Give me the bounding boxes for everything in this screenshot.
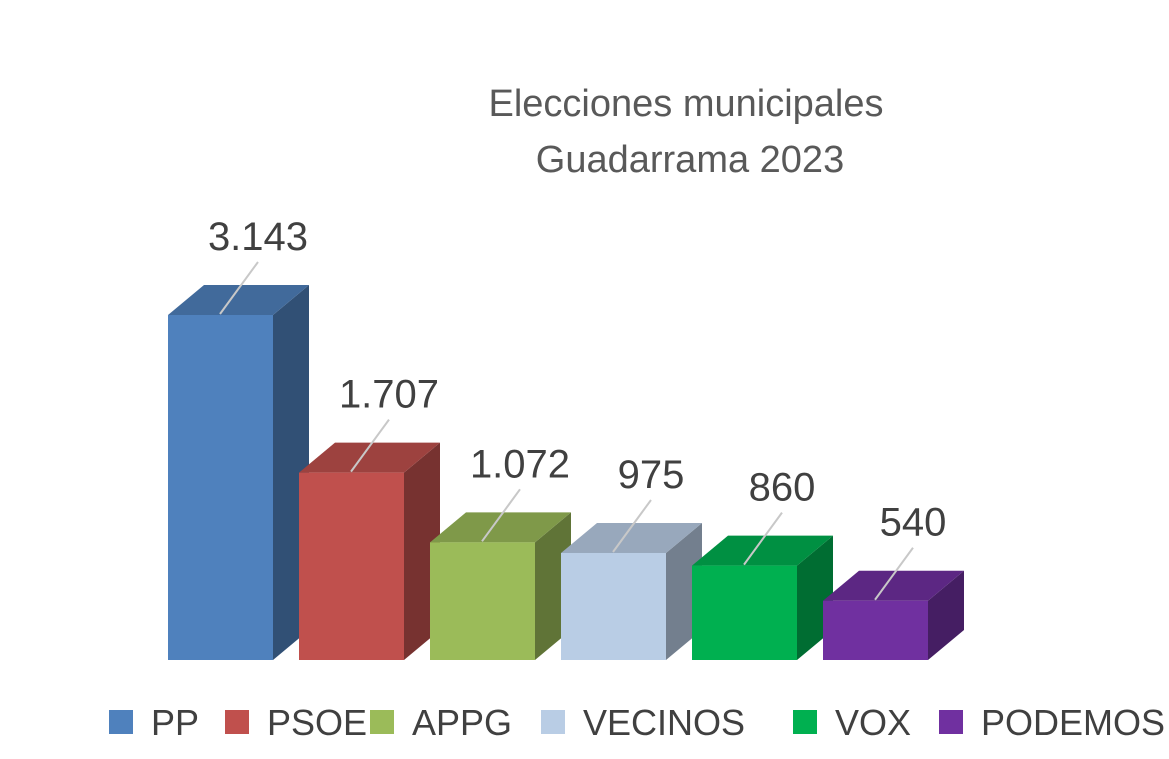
legend-item-podemos: PODEMOS	[939, 702, 1165, 743]
bar-top-psoe	[299, 442, 440, 473]
legend-swatch-vox	[793, 710, 817, 734]
legend-swatch-pp	[109, 710, 133, 734]
legend-label-appg: APPG	[412, 702, 512, 743]
bar-top-appg	[430, 512, 571, 543]
legend-item-vox: VOX	[793, 702, 911, 743]
legend-swatch-psoe	[225, 710, 249, 734]
legend-swatch-appg	[370, 710, 394, 734]
bar-front-vox	[692, 565, 797, 660]
legend-swatch-vecinos	[541, 710, 565, 734]
leader-line-psoe	[350, 419, 390, 473]
chart-title-line-1: Elecciones municipales	[489, 83, 884, 125]
bar-front-podemos	[823, 600, 928, 660]
bar-front-pp	[168, 315, 273, 660]
bar-side-podemos	[928, 570, 964, 660]
legend-label-vox: VOX	[835, 702, 911, 743]
bar-vecinos	[561, 522, 702, 660]
leader-line-podemos	[874, 547, 914, 601]
legend-swatch-podemos	[939, 710, 963, 734]
legend-item-psoe: PSOE	[225, 702, 367, 743]
bar-top-vox	[692, 535, 833, 566]
legend-label-pp: PP	[151, 702, 199, 743]
data-label-podemos: 540	[880, 501, 947, 545]
data-label-vecinos: 975	[618, 453, 685, 497]
bars-group	[168, 285, 964, 660]
legend-label-podemos: PODEMOS	[981, 702, 1165, 743]
bar-front-psoe	[299, 472, 404, 660]
bar-psoe	[299, 442, 440, 660]
chart-title-line-2: Guadarrama 2023	[536, 139, 844, 181]
leader-line-pp	[219, 261, 259, 315]
bar-front-appg	[430, 542, 535, 660]
data-label-vox: 860	[749, 466, 816, 510]
legend-label-psoe: PSOE	[267, 702, 367, 743]
data-label-appg: 1.072	[470, 442, 570, 486]
legend-item-vecinos: VECINOS	[541, 702, 745, 743]
bar-vox	[692, 535, 833, 660]
bar-top-podemos	[823, 570, 964, 601]
data-label-pp: 3.143	[208, 215, 308, 259]
bar-pp	[168, 285, 309, 660]
legend-item-pp: PP	[109, 702, 199, 743]
bar-podemos	[823, 570, 964, 660]
bar-front-vecinos	[561, 552, 666, 660]
legend-item-appg: APPG	[370, 702, 512, 743]
bar-top-pp	[168, 285, 309, 315]
leader-line-vox	[743, 512, 783, 566]
bar-top-vecinos	[561, 522, 702, 553]
leader-line-vecinos	[612, 499, 652, 553]
bar-appg	[430, 512, 571, 660]
legend: PP PSOE APPG VECINOS VOX PODEMOS	[109, 702, 1165, 743]
leader-line-appg	[481, 488, 521, 542]
legend-label-vecinos: VECINOS	[583, 702, 745, 743]
data-label-psoe: 1.707	[339, 373, 439, 417]
data-labels-group: 3.143 1.707 1.072 975 860 540	[208, 215, 947, 601]
